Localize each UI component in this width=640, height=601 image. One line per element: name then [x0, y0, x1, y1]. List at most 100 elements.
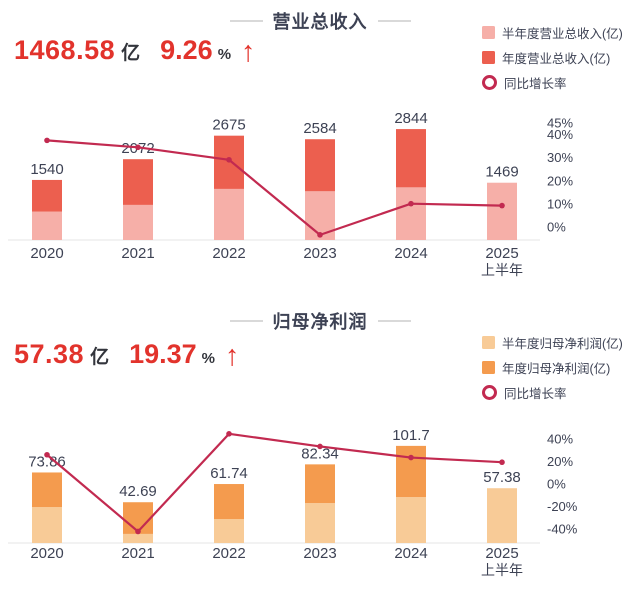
- growth-value: 9.26: [160, 35, 213, 65]
- growth-point-2023: [317, 232, 323, 238]
- growth-point-2022: [226, 156, 232, 163]
- x-tick-label: 2022: [212, 545, 245, 562]
- y2-tick-label: -40%: [547, 522, 578, 537]
- bar-annual-2023: [305, 464, 335, 504]
- bar-annual-2020: [32, 472, 62, 508]
- stat-value: 57.38: [14, 339, 85, 369]
- chart-section-revenue: 1540202020722021267520222584202328442024…: [0, 0, 640, 300]
- x-tick-label: 2021: [121, 245, 154, 262]
- title-dash-left: [229, 320, 263, 322]
- annual-swatch-icon: [482, 50, 495, 64]
- bar-value-label: 2584: [303, 120, 336, 137]
- y2-tick-label: -20%: [547, 499, 578, 514]
- chart-title: 归母净利润: [272, 312, 368, 332]
- growth-point-2025: [499, 459, 505, 466]
- bar-half-2024: [396, 187, 426, 240]
- bar-value-label: 1540: [30, 161, 63, 178]
- y2-tick-label: 20%: [547, 173, 573, 188]
- x-tick-label: 2025: [485, 245, 518, 262]
- growth-point-2022: [226, 431, 232, 437]
- x-tick-label: 2020: [30, 545, 63, 562]
- percent-sign: %: [217, 46, 232, 63]
- bar-half-2020: [32, 211, 62, 240]
- half-year-swatch-icon: [482, 25, 495, 39]
- chart-title: 营业总收入: [272, 12, 368, 32]
- legend: 半年度营业总收入(亿) 年度营业总收入(亿) 同比增长率: [482, 24, 623, 91]
- stat-value: 1468.58: [14, 35, 116, 65]
- growth-ring-icon: [482, 384, 497, 400]
- growth-line: [46, 139, 503, 236]
- growth-point-2020: [44, 137, 50, 144]
- revenue-plot-svg: 1540202020722021267520222584202328442024…: [8, 110, 573, 278]
- legend-label: 年度营业总收入(亿): [502, 51, 611, 66]
- bar-annual-2021: [123, 159, 153, 205]
- bar-half-2022: [214, 188, 244, 240]
- bar-value-label: 1469: [485, 164, 518, 181]
- y2-tick-label: 20%: [547, 454, 573, 469]
- bar-value-label: 42.69: [119, 483, 157, 500]
- chart-title-row: 归母净利润: [0, 308, 640, 334]
- bar-half-2023: [305, 503, 335, 543]
- bar-value-label: 2844: [394, 110, 427, 127]
- x-tick-label: 2023: [303, 545, 336, 562]
- stat-unit: 亿: [90, 347, 110, 368]
- bar-half-2020: [32, 507, 62, 543]
- bar-annual-2021: [123, 502, 153, 534]
- legend-item-annual: 年度归母净利润(亿): [482, 359, 623, 376]
- y2-tick-label: 0%: [547, 220, 566, 235]
- bar-annual-2022: [214, 484, 244, 520]
- x-tick-sublabel: 上半年: [481, 262, 523, 278]
- growth-point-2020: [44, 451, 50, 458]
- title-dash-right: [377, 320, 411, 322]
- x-tick-label: 2020: [30, 245, 63, 262]
- bar-value-label: 61.74: [210, 465, 248, 482]
- bar-value-label: 82.34: [301, 445, 339, 462]
- stat-row: 1468.58 亿 9.26 % ↑: [14, 34, 256, 68]
- net-profit-plot-svg: 73.86 2020 42.69 2021 61.74 2022 82.34 2023 101.…: [8, 427, 578, 578]
- growth-value: 19.37: [129, 339, 197, 369]
- legend: 半年度归母净利润(亿) 年度归母净利润(亿) 同比增长率: [482, 334, 623, 401]
- legend-label: 同比增长率: [504, 386, 567, 401]
- bar-value-label: 73.86: [28, 453, 66, 470]
- bar-value-label: 2675: [212, 117, 245, 134]
- growth-point-2023: [317, 443, 323, 450]
- x-tick-label: 2022: [212, 245, 245, 262]
- y2-tick-label: 10%: [547, 196, 573, 211]
- bar-value-label: 57.38: [483, 469, 521, 486]
- up-arrow-icon: ↑: [241, 36, 256, 68]
- x-tick-label: 2021: [121, 545, 154, 562]
- y2-tick-label: 0%: [547, 477, 566, 492]
- growth-point-2024: [408, 200, 414, 207]
- legend-item-annual: 年度营业总收入(亿): [482, 49, 623, 66]
- legend-label: 半年度营业总收入(亿): [502, 26, 623, 41]
- growth-point-2024: [408, 454, 414, 461]
- title-dash-left: [229, 20, 263, 22]
- growth-line: [46, 432, 503, 533]
- bar-annual-2023: [305, 139, 335, 192]
- legend-label: 同比增长率: [504, 76, 567, 91]
- chart-section-net-profit: 73.86 2020 42.69 2021 61.74 2022 82.34 2023 101.…: [0, 300, 640, 601]
- legend-item-half-year: 半年度营业总收入(亿): [482, 24, 623, 41]
- y2-tick-label: 40%: [547, 432, 573, 447]
- legend-item-half-year: 半年度归母净利润(亿): [482, 334, 623, 351]
- stat-unit: 亿: [121, 43, 141, 64]
- bar-annual-2024: [396, 445, 426, 498]
- x-tick-label: 2024: [394, 245, 427, 262]
- y2-tick-label: 45%: [547, 116, 573, 131]
- x-tick-sublabel: 上半年: [481, 562, 523, 578]
- bar-half-2025: [487, 182, 517, 240]
- y2-tick-label: 40%: [547, 127, 573, 142]
- growth-point-2021: [135, 528, 141, 535]
- y2-tick-label: 30%: [547, 150, 573, 165]
- half-year-swatch-icon: [482, 335, 495, 349]
- title-dash-right: [377, 20, 411, 22]
- x-tick-label: 2025: [485, 545, 518, 562]
- annual-swatch-icon: [482, 360, 495, 374]
- legend-item-growth: 同比增长率: [482, 74, 623, 91]
- bar-half-2021: [123, 204, 153, 240]
- x-tick-label: 2024: [394, 545, 427, 562]
- percent-sign: %: [201, 350, 216, 367]
- bar-half-2025: [487, 488, 517, 543]
- up-arrow-icon: ↑: [225, 340, 240, 372]
